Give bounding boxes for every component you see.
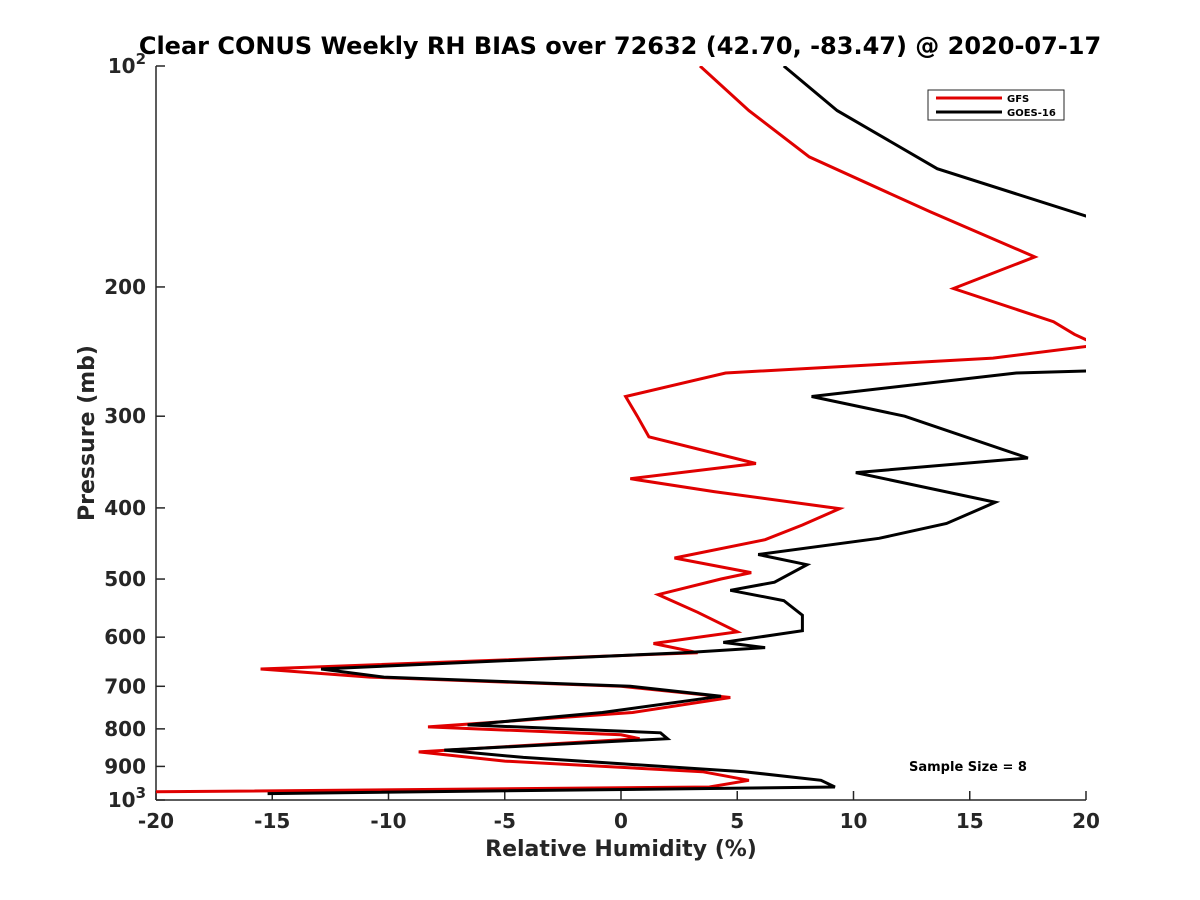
y-tick-label-exponent: 2: [136, 50, 146, 68]
y-tick-label-base: 10: [108, 54, 136, 78]
y-tick-label: 700: [104, 674, 146, 698]
y-tick-label: 400: [104, 496, 146, 520]
x-tick-label: 20: [1072, 809, 1100, 833]
x-tick-label: -20: [138, 809, 174, 833]
x-tick-label: -10: [370, 809, 406, 833]
x-tick-label: 0: [614, 809, 628, 833]
y-tick-label: 200: [104, 275, 146, 299]
x-tick-label: 10: [840, 809, 868, 833]
chart-title: Clear CONUS Weekly RH BIAS over 72632 (4…: [139, 32, 1101, 60]
series-line-gfs: [156, 66, 1086, 794]
y-axis-title: Pressure (mb): [75, 345, 100, 521]
x-tick-label: 15: [956, 809, 984, 833]
y-tick-label: 102: [108, 50, 146, 78]
legend: GFS GOES-16: [927, 89, 1065, 121]
sample-size-annotation: Sample Size = 8: [909, 760, 1027, 775]
x-tick-label: -15: [254, 809, 290, 833]
x-tick-label: 5: [730, 809, 744, 833]
legend-label: GFS: [1007, 94, 1029, 105]
y-tick-label: 600: [104, 625, 146, 649]
x-tick-label: -5: [494, 809, 516, 833]
legend-label: GOES-16: [1007, 108, 1056, 119]
y-tick-label: 900: [104, 754, 146, 778]
series-line-goes-16: [267, 66, 1086, 796]
plot-area: -20 -15 -10 -5 0 5 10 15 20 10220030040050060070…: [104, 50, 1100, 833]
y-tick-label: 300: [104, 404, 146, 428]
y-tick-label: 800: [104, 717, 146, 741]
y-tick-label-base: 10: [108, 788, 136, 812]
legend-box: [927, 89, 1065, 121]
y-tick-label: 500: [104, 567, 146, 591]
y-tick-label-exponent: 3: [136, 784, 146, 802]
y-tick-label: 103: [108, 784, 146, 812]
x-axis-title: Relative Humidity (%): [485, 837, 757, 862]
